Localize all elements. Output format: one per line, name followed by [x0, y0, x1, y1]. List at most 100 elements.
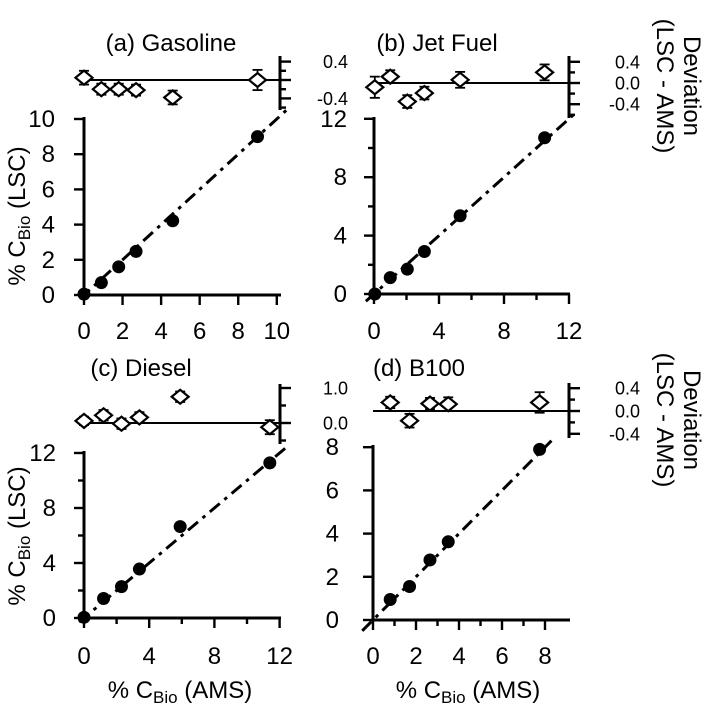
y-tick-label: 2	[42, 247, 55, 274]
deviation-point	[419, 395, 441, 413]
y-tick-label: 4	[43, 550, 56, 577]
data-point	[129, 244, 143, 258]
data-point	[538, 131, 552, 145]
deviation-point	[259, 418, 281, 436]
deviation-point	[414, 84, 435, 102]
x-tick-label: 0	[77, 318, 90, 345]
data-point	[173, 520, 187, 534]
y-tick-label: 8	[42, 141, 55, 168]
data-point	[453, 209, 467, 223]
deviation-point	[397, 93, 418, 110]
x-tick-label: 4	[452, 643, 465, 670]
deviation-tick-label: -0.4	[609, 95, 640, 115]
x-tick-label: 2	[409, 643, 422, 670]
data-point	[423, 553, 437, 567]
deviation-tick-label: 0.4	[615, 52, 640, 72]
y-tick-label: 0	[326, 607, 339, 634]
deviation-point	[162, 89, 183, 106]
x-tick-label: 12	[556, 318, 583, 345]
data-point	[77, 610, 91, 624]
deviation-tick-label: 0.4	[323, 52, 348, 72]
y-tick-label: 4	[326, 521, 339, 548]
y-tick-label: 8	[334, 164, 347, 191]
x-tick-label: 4	[154, 318, 167, 345]
deviation-point	[169, 388, 191, 406]
data-point	[383, 592, 397, 606]
y-axis-title-row2: % CBio (LSC)	[4, 466, 34, 605]
x-tick-label: 12	[266, 643, 293, 670]
y-tick-label: 12	[320, 106, 347, 133]
data-point	[400, 262, 414, 276]
panel-b-title: (b) Jet Fuel	[376, 30, 497, 57]
data-point	[132, 562, 146, 576]
deviation-point	[379, 394, 401, 411]
deviation-point	[125, 81, 147, 99]
x-tick-label: 4	[432, 318, 445, 345]
identity-line	[78, 446, 288, 624]
x-tick-label: 0	[367, 318, 380, 345]
deviation-axis-title-line1-row2: Deviation	[678, 370, 705, 470]
panel-d-title: (d) B100	[373, 355, 465, 382]
data-point	[417, 245, 431, 259]
y-tick-label: 2	[326, 564, 339, 591]
y-tick-label: 4	[42, 212, 55, 239]
x-tick-label: 0	[366, 643, 379, 670]
deviation-point	[438, 395, 459, 413]
data-point	[533, 442, 547, 456]
deviation-tick-label: 0.0	[323, 414, 348, 434]
data-point	[263, 456, 277, 470]
panel-c-title: (c) Diesel	[90, 355, 191, 382]
x-tick-label: 8	[497, 318, 510, 345]
x-tick-label: 8	[232, 318, 245, 345]
deviation-axis-title-line1-row1: Deviation	[678, 36, 705, 136]
deviation-point	[529, 394, 550, 411]
deviation-point	[380, 68, 401, 86]
data-point	[77, 287, 91, 301]
x-tick-label: 0	[77, 643, 90, 670]
y-tick-label: 6	[326, 477, 339, 504]
y-tick-label: 12	[29, 440, 56, 467]
deviation-point	[534, 63, 555, 81]
deviation-point	[129, 408, 150, 426]
deviation-point	[73, 412, 95, 430]
panel-c: (c) Diesel 0 4 8 12 0 4 8 12 1.0 0.0	[29, 355, 348, 670]
y-tick-label: 0	[334, 281, 347, 308]
data-point	[112, 260, 126, 274]
data-point	[368, 287, 382, 301]
identity-line	[364, 113, 575, 303]
data-point	[251, 130, 265, 144]
deviation-tick-label: -0.4	[609, 424, 640, 444]
y-tick-label: 6	[42, 176, 55, 203]
data-point	[383, 271, 397, 285]
deviation-tick-label: 0.4	[615, 379, 640, 399]
y-tick-label: 0	[43, 605, 56, 632]
deviation-tick-label: 1.0	[323, 379, 348, 399]
x-tick-label: 4	[143, 643, 156, 670]
y-tick-label: 4	[334, 223, 347, 250]
identity-line	[361, 439, 553, 632]
x-tick-label: 10	[263, 318, 290, 345]
deviation-point	[91, 80, 112, 98]
deviation-point	[73, 69, 95, 87]
data-point	[94, 276, 108, 290]
data-point	[166, 214, 180, 228]
x-tick-label: 8	[208, 643, 221, 670]
deviation-point	[111, 415, 132, 433]
deviation-point	[108, 80, 129, 98]
deviation-tick-label: 0.0	[615, 74, 640, 94]
data-point	[403, 580, 417, 594]
data-point	[114, 580, 128, 594]
deviation-point	[247, 71, 268, 89]
data-point	[441, 535, 455, 549]
deviation-axis-title-line2-row2: (LSC - AMS)	[651, 353, 678, 488]
x-tick-label: 6	[495, 643, 508, 670]
x-tick-label: 2	[116, 318, 129, 345]
deviation-tick-label: 0.0	[615, 402, 640, 422]
y-tick-label: 0	[42, 282, 55, 309]
x-axis-title-col2: % CBio (AMS)	[396, 677, 541, 707]
deviation-point	[93, 406, 114, 424]
